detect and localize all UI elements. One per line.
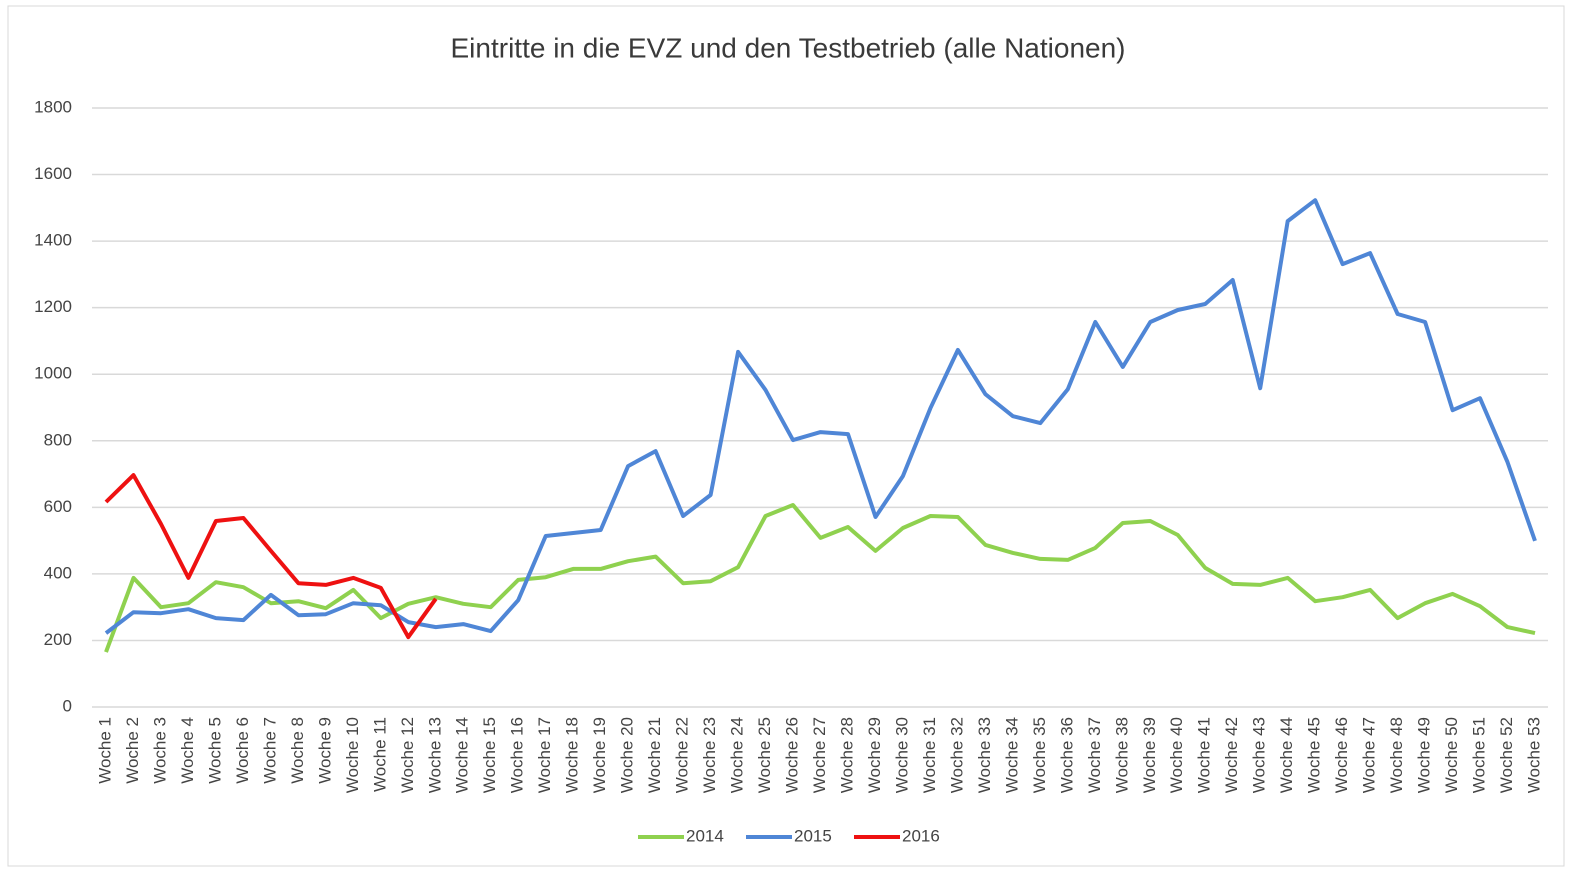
x-tick-label: Woche 22 (673, 717, 692, 793)
x-tick-label: Woche 31 (920, 717, 939, 793)
x-tick-label: Woche 2 (123, 717, 142, 784)
y-tick-label: 1800 (34, 97, 72, 116)
x-tick-label: Woche 44 (1277, 717, 1296, 793)
chart-title: Eintritte in die EVZ und den Testbetrieb… (451, 32, 1126, 63)
x-tick-label: Woche 23 (700, 717, 719, 793)
x-tick-label: Woche 48 (1387, 717, 1406, 793)
x-tick-label: Woche 10 (343, 717, 362, 793)
x-tick-label: Woche 16 (508, 717, 527, 793)
series-line (104, 503, 1536, 653)
x-tick-label: Woche 37 (1085, 717, 1104, 793)
x-tick-label: Woche 42 (1222, 717, 1241, 793)
x-tick-label: Woche 9 (315, 717, 334, 784)
x-tick-label: Woche 38 (1112, 717, 1131, 793)
x-tick-label: Woche 7 (260, 717, 279, 784)
x-tick-label: Woche 15 (480, 717, 499, 793)
x-tick-label: Woche 49 (1415, 717, 1434, 793)
x-tick-label: Woche 33 (975, 717, 994, 793)
x-tick-label: Woche 51 (1470, 717, 1489, 793)
x-tick-label: Woche 3 (150, 717, 169, 784)
x-tick-label: Woche 45 (1305, 717, 1324, 793)
x-tick-label: Woche 47 (1360, 717, 1379, 793)
legend-label: 2016 (902, 826, 940, 845)
x-tick-label: Woche 21 (645, 717, 664, 793)
x-tick-label: Woche 5 (205, 717, 224, 784)
chart-frame (7, 5, 1565, 867)
legend-label: 2014 (686, 826, 724, 845)
x-tick-label: Woche 14 (453, 717, 472, 793)
y-tick-label: 400 (44, 563, 72, 582)
x-tick-label: Woche 53 (1524, 717, 1543, 793)
x-tick-label: Woche 36 (1057, 717, 1076, 793)
x-tick-label: Woche 30 (892, 717, 911, 793)
x-tick-label: Woche 20 (618, 717, 637, 793)
x-tick-label: Woche 43 (1250, 717, 1269, 793)
x-tick-label: Woche 27 (810, 717, 829, 793)
legend-label: 2015 (794, 826, 832, 845)
x-tick-label: Woche 32 (947, 717, 966, 793)
y-tick-label: 1400 (34, 231, 72, 250)
x-tick-label: Woche 18 (563, 717, 582, 793)
x-tick-label: Woche 29 (865, 717, 884, 793)
y-tick-label: 600 (44, 497, 72, 516)
x-tick-label: Woche 28 (837, 717, 856, 793)
x-tick-label: Woche 8 (288, 717, 307, 784)
x-tick-label: Woche 26 (783, 717, 802, 793)
x-tick-label: Woche 50 (1442, 717, 1461, 793)
x-tick-label: Woche 13 (425, 717, 444, 793)
x-tick-label: Woche 39 (1140, 717, 1159, 793)
x-tick-label: Woche 34 (1002, 717, 1021, 793)
x-tick-label: Woche 46 (1332, 717, 1351, 793)
x-tick-label: Woche 1 (95, 717, 114, 784)
y-tick-label: 1000 (34, 364, 72, 383)
y-tick-label: 0 (63, 696, 72, 715)
x-tick-label: Woche 17 (535, 717, 554, 793)
x-tick-label: Woche 40 (1167, 717, 1186, 793)
x-tick-label: Woche 19 (590, 717, 609, 793)
x-tick-label: Woche 12 (398, 717, 417, 793)
x-tick-label: Woche 24 (728, 717, 747, 793)
x-tick-label: Woche 41 (1195, 717, 1214, 793)
x-tick-label: Woche 6 (233, 717, 252, 784)
y-tick-label: 1200 (34, 297, 72, 316)
x-tick-label: Woche 35 (1030, 717, 1049, 793)
x-tick-label: Woche 52 (1497, 717, 1516, 793)
y-tick-label: 200 (44, 630, 72, 649)
x-tick-label: Woche 4 (178, 717, 197, 784)
x-tick-label: Woche 25 (755, 717, 774, 793)
series-line (104, 473, 438, 640)
y-tick-label: 1600 (34, 164, 72, 183)
x-tick-label: Woche 11 (370, 717, 389, 792)
y-tick-label: 800 (44, 430, 72, 449)
series-line (104, 198, 1537, 635)
